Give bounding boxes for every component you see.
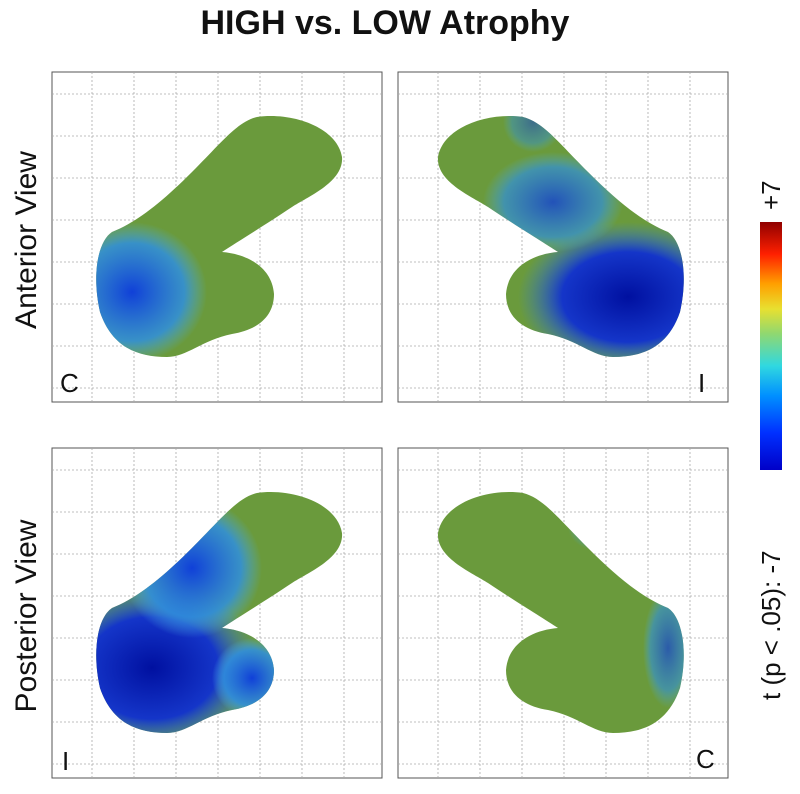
row-label: Anterior View [10, 151, 43, 329]
corner-label: C [60, 368, 79, 398]
panel: C [397, 447, 729, 779]
panel: I [397, 71, 729, 403]
corner-label: I [698, 368, 705, 398]
corner-label: C [696, 744, 715, 774]
colorbar-label: t (p < .05): -7 [756, 550, 786, 700]
panel: C [51, 71, 383, 403]
title: HIGH vs. LOW Atrophy [201, 4, 570, 42]
colorbar-max: +7 [756, 180, 786, 210]
corner-label: I [62, 746, 69, 776]
row-label: Posterior View [10, 519, 43, 712]
panel: I [51, 447, 383, 779]
colorbar [760, 222, 782, 470]
